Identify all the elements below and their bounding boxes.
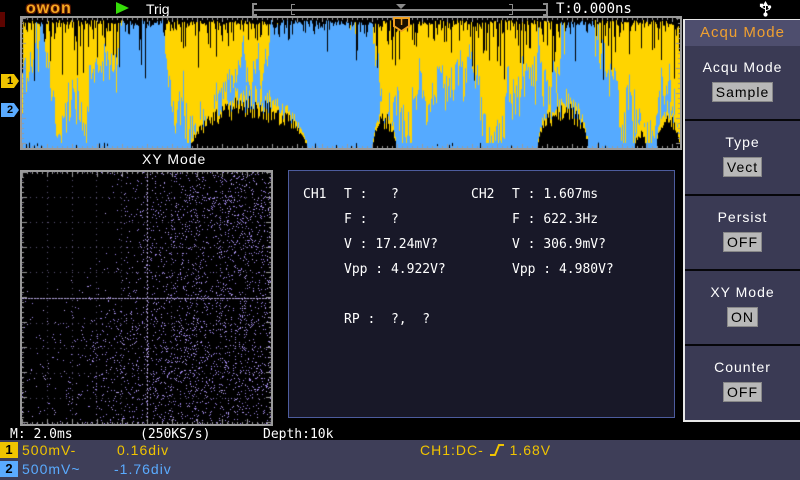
- trigger-marker-letter: T: [398, 17, 405, 28]
- ch2-scale-readout: 500mV~: [22, 461, 81, 477]
- menu-item-type[interactable]: Type Vect: [685, 121, 800, 196]
- slider-left-bracket: [252, 3, 257, 16]
- trigger-marker-fill: [395, 19, 408, 30]
- ch2-badge: 2: [0, 461, 18, 477]
- trigger-level-value: 1.68V: [509, 442, 552, 458]
- usb-icon: [759, 0, 772, 22]
- ch1-mean-value: 17.24mV?: [375, 237, 438, 252]
- menu-item-label: Counter: [714, 359, 771, 375]
- menu-item-value: Sample: [712, 83, 773, 101]
- left-edge-marker: [0, 12, 5, 27]
- ch1-vpp-value: 4.922V?: [390, 262, 446, 277]
- ch1-label: CH1: [303, 187, 327, 202]
- channel-status-bar: [0, 440, 800, 480]
- xy-canvas: [22, 172, 271, 424]
- trigger-time-readout: T:0.000ns: [556, 1, 632, 17]
- ch2-label: CH2: [471, 187, 495, 202]
- ch1-mean-row: V : 17.24mV?: [344, 237, 438, 252]
- record-depth-readout: Depth:10k: [263, 427, 334, 442]
- ch2-vpp-value: 4.980V?: [558, 262, 614, 277]
- xy-display: [20, 170, 273, 426]
- trigger-readout: CH1:DC- 1.68V: [420, 442, 551, 460]
- menu-item-label: XY Mode: [710, 284, 775, 300]
- ch2-freq-value: 622.3Hz: [543, 212, 599, 227]
- run-state-play-icon: [116, 2, 129, 14]
- ch1-offset-readout: 0.16div: [117, 442, 170, 458]
- ch2-position-marker[interactable]: 2: [1, 103, 19, 117]
- menu-item-label: Acqu Mode: [702, 59, 783, 75]
- ch1-period-value: ?: [375, 187, 399, 202]
- menu-item-value: OFF: [724, 383, 761, 401]
- xy-mode-label: XY Mode: [142, 151, 207, 167]
- ch2-period-value: 1.607ms: [543, 187, 599, 202]
- menu-item-label: Type: [725, 134, 760, 150]
- menu-item-xy-mode[interactable]: XY Mode ON: [685, 271, 800, 346]
- menu-item-acqu-mode[interactable]: Acqu Mode Sample: [685, 46, 800, 121]
- ch2-mean-row: V : 306.9mV?: [512, 237, 606, 252]
- rising-edge-icon: [489, 443, 505, 460]
- trigger-source-coupling: CH1:DC-: [420, 442, 484, 458]
- ch2-offset-readout: -1.76div: [114, 461, 172, 477]
- sample-rate-readout: (250KS/s): [140, 427, 211, 442]
- ch1-vpp-row: Vpp : 4.922V?: [344, 262, 446, 277]
- menu-item-value: Vect: [723, 158, 762, 176]
- owon-logo: OWON: [26, 0, 72, 17]
- waveform-display: [20, 16, 682, 150]
- menu-title: Acqu Mode: [685, 20, 800, 46]
- ch1-scale-readout: 500mV-: [22, 442, 77, 458]
- ch1-position-marker[interactable]: 1: [1, 74, 19, 88]
- menu-item-value: OFF: [724, 233, 761, 251]
- ch1-period-row: T : ?: [344, 187, 399, 202]
- ch2-vpp-row: Vpp : 4.980V?: [512, 262, 614, 277]
- slider-window-left: [291, 4, 295, 15]
- ch1-freq-row: F : ?: [344, 212, 399, 227]
- horizontal-position-slider[interactable]: [254, 9, 546, 11]
- trig-status-label: Trig: [146, 1, 170, 17]
- ch2-mean-value: 306.9mV?: [543, 237, 606, 252]
- soft-menu: Acqu Mode Acqu Mode Sample Type Vect Per…: [683, 19, 800, 422]
- menu-item-value: ON: [728, 308, 757, 326]
- menu-item-counter[interactable]: Counter OFF: [685, 346, 800, 419]
- ch2-freq-row: F : 622.3Hz: [512, 212, 599, 227]
- timebase-readout: M: 2.0ms: [10, 427, 73, 442]
- menu-item-label: Persist: [717, 209, 768, 225]
- trigger-position-marker[interactable]: T: [393, 17, 410, 32]
- rp-value: ?, ?: [383, 312, 431, 327]
- menu-item-persist[interactable]: Persist OFF: [685, 196, 800, 271]
- waveform-canvas: [22, 18, 680, 148]
- slider-right-bracket: [543, 3, 548, 16]
- measurement-panel: CH1 T : ? F : ? V : 17.24mV? Vpp : 4.922…: [288, 170, 675, 418]
- ch1-badge: 1: [0, 442, 18, 458]
- ch1-freq-value: ?: [375, 212, 399, 227]
- slider-window-right: [509, 4, 513, 15]
- ch2-period-row: T : 1.607ms: [512, 187, 599, 202]
- slider-position-pointer[interactable]: [396, 4, 406, 9]
- rp-row: RP : ?, ?: [344, 312, 431, 327]
